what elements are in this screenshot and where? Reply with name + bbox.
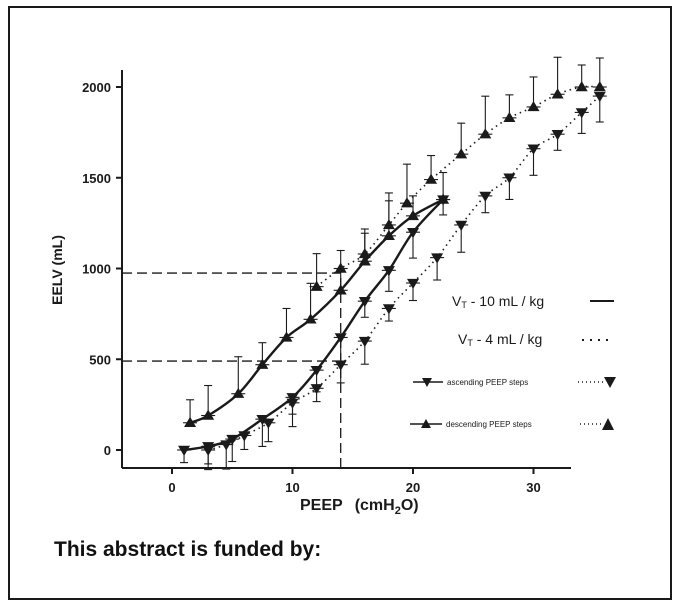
series-line: [183, 198, 445, 452]
descending-step-marker: [280, 331, 293, 342]
ascending-step-marker: [238, 431, 251, 442]
y-tick-label: 2000: [82, 80, 111, 95]
legend-label-ascending: ascending PEEP steps: [447, 378, 528, 387]
ascending-step-marker: [527, 144, 540, 155]
descending-step-marker: [334, 284, 347, 295]
x-tick-label: 20: [406, 480, 420, 495]
x-tick-label: 0: [168, 480, 175, 495]
axis-ticks: 0 500 1000 1500 2000 0 10 20 30: [82, 80, 541, 495]
descending-step-marker: [425, 173, 438, 184]
ascending-step-marker: [575, 108, 588, 119]
descending-step-marker: [382, 229, 395, 241]
ascending-step-marker: [551, 129, 564, 141]
y-tick-label: 1000: [82, 262, 111, 277]
funding-statement: This abstract is funded by:: [54, 538, 322, 561]
descending-step-marker: [593, 81, 606, 92]
ascending-step-marker: [407, 228, 419, 239]
descending-step-marker: [232, 387, 245, 398]
figure-frame: [8, 6, 672, 600]
ascending-step-marker: [310, 365, 323, 377]
ascending-step-marker: [226, 434, 239, 446]
ascending-step-marker: [178, 445, 191, 456]
legend-desc-marker-dotted: [602, 418, 614, 430]
legend-asc-marker-solid: [422, 378, 432, 387]
series-line: [316, 85, 600, 288]
error-bars: [177, 56, 607, 471]
ascending-step-marker: [431, 253, 444, 264]
descending-step-marker: [455, 148, 468, 159]
y-tick-label: 500: [89, 352, 111, 367]
x-tick-label: 30: [526, 480, 540, 495]
ascending-step-marker: [382, 304, 395, 315]
ascending-step-marker: [334, 360, 347, 371]
ascending-step-marker: [334, 333, 347, 344]
descending-step-marker: [575, 81, 588, 92]
descending-step-marker: [551, 88, 564, 99]
y-tick-label: 1500: [82, 171, 111, 186]
ascending-step-marker: [479, 191, 492, 202]
legend-asc-marker-dotted: [604, 377, 616, 388]
ascending-step-marker: [286, 398, 299, 409]
descending-step-marker: [400, 197, 413, 208]
descending-step-marker: [407, 209, 419, 221]
ascending-step-marker: [256, 414, 269, 426]
ascending-step-marker: [593, 91, 606, 103]
y-tick-label: 0: [104, 443, 111, 458]
ascending-step-marker: [202, 445, 215, 456]
descending-step-marker: [304, 313, 317, 324]
ascending-step-marker: [220, 440, 233, 451]
legend-label-vt10: VT - 10 mL / kg: [452, 293, 544, 310]
x-tick-label: 10: [285, 480, 299, 495]
descending-step-marker: [184, 416, 197, 427]
ascending-step-marker: [455, 220, 468, 231]
descending-step-marker: [334, 262, 347, 273]
ascending-step-marker: [382, 266, 395, 277]
descending-step-marker: [310, 280, 323, 291]
descending-step-marker: [358, 247, 371, 259]
ascending-step-marker: [358, 336, 371, 348]
ascending-step-marker: [286, 393, 299, 404]
y-axis-label: EELV (mL): [49, 235, 65, 305]
descending-step-marker: [202, 409, 215, 420]
x-axis-label: PEEP (cmH2O): [300, 497, 419, 517]
ascending-step-marker: [503, 173, 516, 184]
ascending-step-marker: [310, 384, 323, 395]
legend-desc-marker-solid: [421, 419, 431, 428]
descending-step-marker: [358, 255, 371, 266]
legend-label-descending: descending PEEP steps: [446, 420, 532, 429]
ascending-step-marker: [358, 296, 371, 308]
ascending-step-marker: [407, 278, 419, 290]
descending-step-marker: [256, 358, 269, 369]
descending-step-marker: [503, 111, 516, 123]
chart-legend: VT - 10 mL / kg VT - 4 mL / kg ascending…: [410, 293, 616, 430]
descending-step-marker: [479, 128, 492, 139]
descending-step-marker: [437, 193, 450, 204]
descending-step-marker: [382, 218, 395, 230]
ascending-step-marker: [262, 418, 275, 429]
legend-label-vt4: VT - 4 mL / kg: [458, 331, 542, 348]
descending-step-marker: [527, 100, 540, 112]
data-markers: [178, 81, 606, 456]
